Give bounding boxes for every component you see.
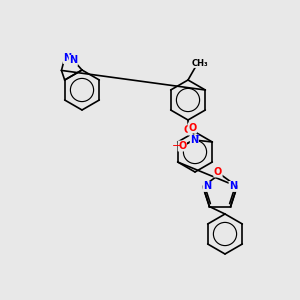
Text: CH₃: CH₃ [192,58,208,68]
Text: O: O [178,141,186,151]
Text: O: O [184,125,192,135]
Text: N: N [69,56,77,65]
Text: +: + [194,133,200,139]
Text: N: N [203,182,211,191]
Text: O: O [214,167,222,177]
Text: −: − [172,141,181,151]
Text: N: N [63,53,71,63]
Text: N: N [190,135,198,145]
Text: O: O [188,123,196,133]
Text: N: N [229,182,237,191]
